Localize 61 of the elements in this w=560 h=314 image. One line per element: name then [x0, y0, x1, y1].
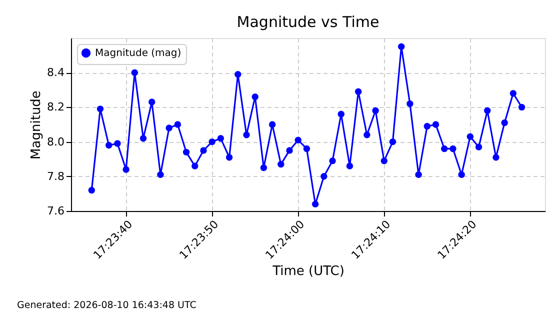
point [380, 157, 388, 164]
point [389, 138, 396, 146]
point [294, 136, 302, 144]
point [148, 98, 156, 106]
point [484, 107, 491, 114]
point [234, 70, 242, 78]
point [492, 154, 500, 161]
point [458, 171, 465, 178]
point [475, 144, 482, 150]
y-tick-label: 7.6 [47, 204, 64, 218]
point [157, 171, 164, 178]
y-tick-label: 7.8 [47, 170, 64, 183]
legend-label: Magnitude (mag) [95, 48, 182, 59]
point [372, 107, 379, 114]
point [346, 162, 354, 170]
point [252, 93, 258, 100]
point [200, 147, 207, 154]
point [88, 186, 95, 194]
point [432, 121, 440, 128]
point [415, 171, 422, 178]
point [208, 138, 216, 146]
point [440, 145, 448, 152]
point [260, 164, 268, 172]
text: Generated: 2026-08-10 16:43:48 UTC [17, 300, 197, 311]
point [286, 147, 293, 154]
y-axis-title: Magnitude [29, 90, 44, 160]
chart-title: Magnitude vs Time [236, 13, 380, 31]
point [329, 157, 336, 164]
point [226, 154, 233, 161]
point [243, 132, 250, 138]
point [105, 142, 112, 149]
point [312, 200, 319, 208]
point [501, 119, 508, 126]
point [174, 121, 182, 128]
point [122, 166, 130, 173]
point [192, 162, 198, 170]
y-tick-label: 8.0 [47, 135, 64, 148]
point [278, 160, 284, 168]
point [450, 145, 456, 152]
point [320, 173, 328, 180]
point [217, 134, 224, 142]
point [182, 148, 190, 156]
point [466, 133, 474, 140]
point [406, 100, 414, 108]
point [364, 132, 370, 138]
x-axis-title: Time (UTC) [272, 264, 344, 280]
point [338, 110, 344, 118]
point [114, 140, 121, 147]
point [131, 69, 138, 76]
point [140, 134, 147, 142]
point [510, 90, 517, 97]
y-tick-label: 8.4 [47, 66, 64, 80]
point [518, 104, 526, 111]
point [303, 145, 310, 152]
point [166, 124, 172, 132]
point [398, 43, 405, 50]
point [424, 122, 430, 130]
y-tick-label: 8.2 [47, 100, 64, 114]
point [354, 88, 362, 95]
point [96, 106, 104, 112]
point [268, 121, 276, 128]
